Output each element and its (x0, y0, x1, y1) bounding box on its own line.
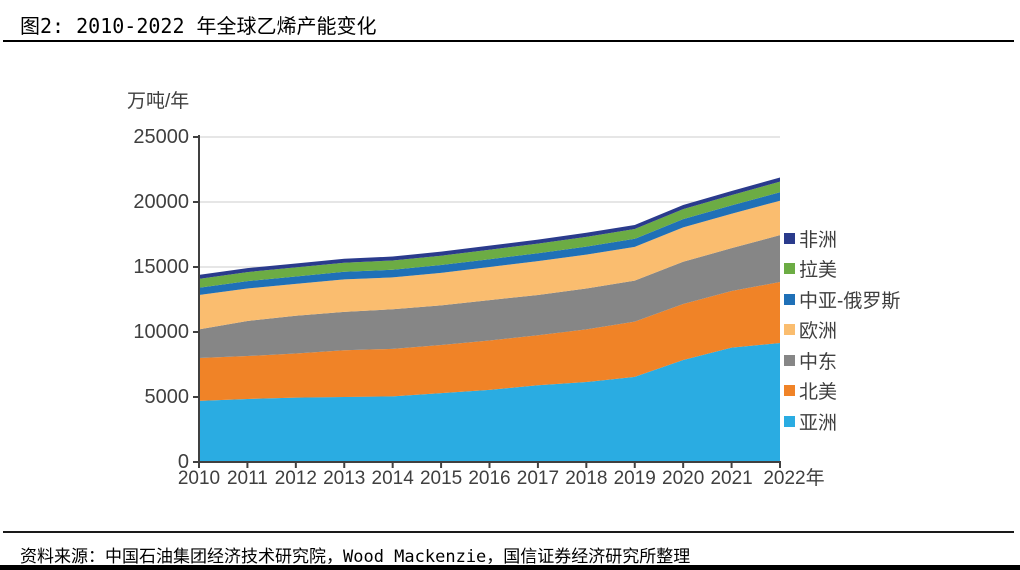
x-tick-label-2014: 2014 (371, 468, 414, 489)
x-tick-label-2012: 2012 (274, 468, 317, 489)
title-divider (3, 40, 1014, 42)
y-tick-label-15000: 15000 (133, 256, 189, 278)
area-series-central-asia-russia (199, 192, 780, 295)
legend-swatch-north-america (784, 385, 795, 397)
x-tick-label-2015: 2015 (419, 468, 463, 489)
x-tick-label-2022: 2022年 (763, 468, 825, 489)
source-divider (3, 531, 1014, 533)
legend-item-middle-east: 中东 (784, 345, 900, 376)
legend-swatch-central-asia-russia (784, 293, 795, 305)
legend-label-latin-america: 拉美 (799, 260, 838, 282)
legend-swatch-asia (784, 415, 795, 427)
x-tick-label-2020: 2020 (662, 468, 705, 489)
x-tick-label-2018: 2018 (565, 468, 608, 489)
y-tick-label-25000: 25000 (133, 126, 189, 148)
y-tick-label-20000: 20000 (133, 191, 189, 213)
legend-item-asia: 亚洲 (784, 406, 900, 437)
page-bottom-rule (0, 565, 1020, 570)
x-tick-label-2019: 2019 (613, 468, 656, 489)
area-series-europe (199, 200, 780, 330)
chart-legend: 非洲拉美中亚-俄罗斯 欧洲中东北美亚洲 (784, 223, 900, 437)
legend-item-latin-america: 拉美 (784, 254, 900, 285)
area-series-asia (199, 343, 780, 462)
x-tick-label-2010: 2010 (177, 468, 221, 489)
figure-title: 图2: 2010-2022 年全球乙烯产能变化 (20, 14, 377, 38)
y-tick-label-5000: 5000 (144, 386, 190, 408)
y-tick-label-0: 0 (177, 451, 189, 473)
x-tick-label-2021: 2021 (710, 468, 753, 489)
y-axis-unit-label: 万吨/年 (127, 91, 190, 112)
legend-item-central-asia-russia: 中亚-俄罗斯 (784, 284, 900, 315)
legend-label-asia: 亚洲 (799, 412, 838, 434)
legend-item-europe: 欧洲 (784, 315, 900, 346)
source-note: 资料来源：中国石油集团经济技术研究院，Wood Mackenzie，国信证券经济… (20, 547, 691, 567)
area-series-middle-east (199, 235, 780, 358)
x-tick-label-2016: 2016 (468, 468, 511, 489)
legend-label-africa: 非洲 (799, 229, 838, 251)
legend-label-europe: 欧洲 (799, 321, 838, 343)
y-tick-label-10000: 10000 (133, 321, 189, 343)
area-series-africa (199, 177, 780, 279)
legend-swatch-middle-east (784, 354, 795, 366)
legend-label-north-america: 北美 (799, 382, 838, 404)
x-tick-label-2017: 2017 (516, 468, 560, 489)
legend-item-africa: 非洲 (784, 223, 900, 254)
area-series-latin-america (199, 181, 780, 288)
legend-label-middle-east: 中东 (799, 351, 838, 373)
legend-label-central-asia-russia: 中亚-俄罗斯 (799, 290, 901, 312)
legend-item-north-america: 北美 (784, 376, 900, 407)
legend-swatch-europe (784, 324, 795, 336)
area-series-north-america (199, 281, 780, 401)
x-tick-label-2011: 2011 (226, 468, 268, 489)
legend-swatch-africa (784, 232, 795, 244)
legend-swatch-latin-america (784, 263, 795, 275)
x-tick-label-2013: 2013 (323, 468, 366, 489)
